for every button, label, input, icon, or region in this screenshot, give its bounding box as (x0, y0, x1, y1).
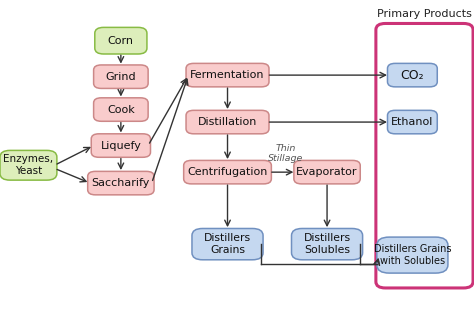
Text: Ethanol: Ethanol (391, 117, 434, 127)
Text: Cook: Cook (107, 105, 135, 115)
FancyBboxPatch shape (183, 160, 271, 184)
Text: Evaporator: Evaporator (296, 167, 358, 177)
FancyBboxPatch shape (0, 151, 57, 180)
FancyBboxPatch shape (294, 160, 360, 184)
FancyBboxPatch shape (377, 237, 448, 273)
Text: Distillers
Grains: Distillers Grains (204, 233, 251, 255)
Text: Enzymes,
Yeast: Enzymes, Yeast (3, 154, 54, 176)
FancyBboxPatch shape (88, 172, 154, 195)
FancyBboxPatch shape (387, 63, 437, 87)
FancyBboxPatch shape (186, 63, 269, 87)
Text: Corn: Corn (108, 36, 134, 46)
Text: Fermentation: Fermentation (190, 70, 265, 80)
Text: Liquefy: Liquefy (100, 141, 141, 151)
FancyBboxPatch shape (186, 110, 269, 134)
FancyBboxPatch shape (91, 134, 151, 157)
FancyBboxPatch shape (192, 228, 263, 260)
Text: Distillers Grains
with Solubles: Distillers Grains with Solubles (374, 244, 451, 266)
Text: Distillers
Solubles: Distillers Solubles (303, 233, 351, 255)
Text: Thin
Stillage: Thin Stillage (268, 144, 303, 163)
FancyBboxPatch shape (95, 28, 147, 54)
Text: Distillation: Distillation (198, 117, 257, 127)
Text: Grind: Grind (106, 72, 136, 82)
FancyBboxPatch shape (94, 65, 148, 88)
FancyBboxPatch shape (292, 228, 363, 260)
FancyBboxPatch shape (387, 110, 437, 134)
Text: Primary Products: Primary Products (377, 9, 472, 19)
FancyBboxPatch shape (94, 98, 148, 121)
Text: Saccharify: Saccharify (91, 178, 150, 188)
Text: CO₂: CO₂ (401, 69, 424, 82)
Text: Centrifugation: Centrifugation (187, 167, 268, 177)
